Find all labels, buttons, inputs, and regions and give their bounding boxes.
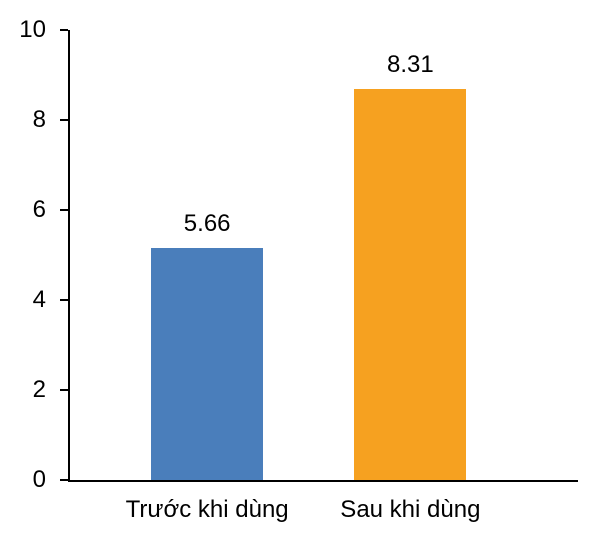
y-tick [60,299,68,301]
bar-value-label: 5.66 [184,210,231,238]
y-tick-label: 4 [6,286,46,314]
y-tick-label: 10 [6,16,46,44]
y-tick-label: 6 [6,196,46,224]
y-tick [60,389,68,391]
bar-chart: 0 2 4 6 8 10 5.66 Trước khi dùng 8.31 Sau khi dùn… [0,0,598,545]
y-tick [60,209,68,211]
y-tick [60,29,68,31]
y-tick-label: 0 [6,466,46,494]
y-tick-label: 2 [6,376,46,404]
bar [151,248,263,480]
y-tick-label: 8 [6,106,46,134]
x-tick-label: Sau khi dùng [340,496,480,524]
x-tick-label: Trước khi dùng [126,496,289,524]
y-axis [68,30,70,480]
x-axis [68,480,578,482]
bar-value-label: 8.31 [387,51,434,79]
y-tick [60,119,68,121]
y-tick [60,479,68,481]
bar [354,89,466,481]
plot-area [70,30,578,480]
